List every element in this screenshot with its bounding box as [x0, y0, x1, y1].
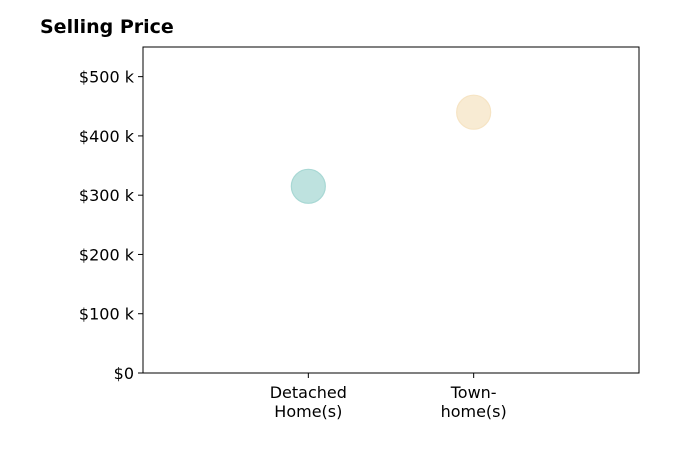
y-tick-label: $500 k [79, 68, 135, 87]
y-tick-label: $0 [114, 364, 134, 383]
y-tick-label: $400 k [79, 127, 135, 146]
plot-frame [142, 46, 640, 374]
data-point [456, 94, 492, 130]
chart-title: Selling Price [40, 16, 174, 38]
x-axis: Detached Home(s) Town-home(s) [270, 373, 507, 421]
y-tick-label: $100 k [79, 305, 135, 324]
data-points [290, 94, 492, 204]
y-tick-label: $200 k [79, 245, 135, 264]
data-point [290, 168, 326, 204]
y-tick-label: $300 k [79, 186, 135, 205]
x-tick-label: Detached Home(s) [270, 383, 347, 421]
y-axis: $0 $100 k $200 k $300 k $400 k $500 k [79, 68, 143, 383]
x-tick-label: Town-home(s) [441, 383, 507, 421]
